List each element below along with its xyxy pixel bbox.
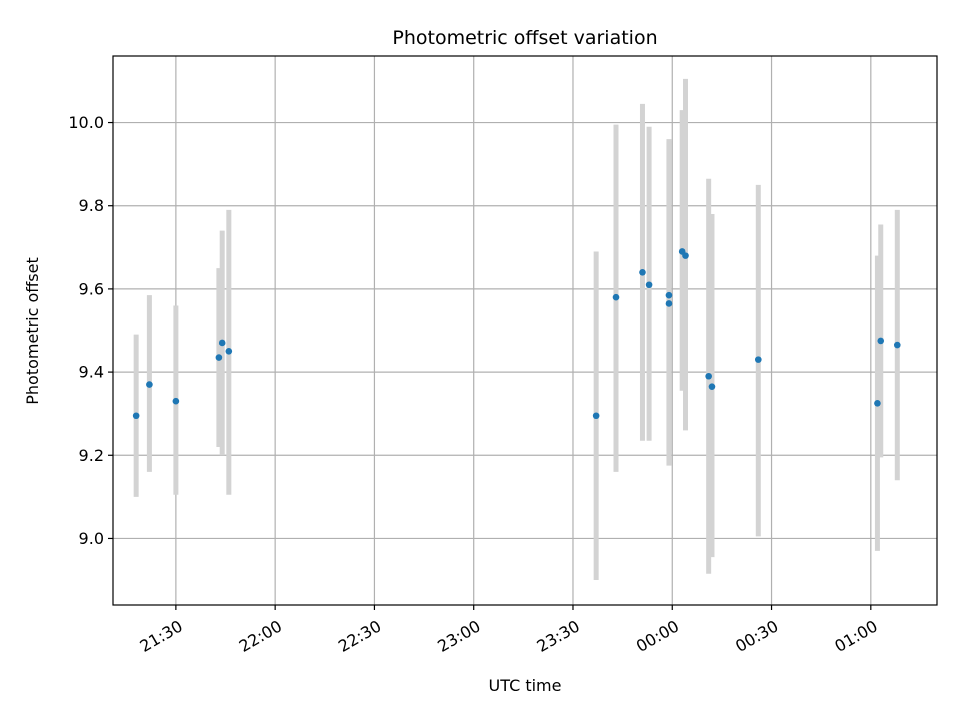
x-tick-label: 01:00 (831, 616, 880, 656)
data-point (874, 399, 881, 407)
data-point (877, 337, 885, 345)
x-tick-label: 00:30 (732, 616, 781, 656)
x-axis-label: UTC time (489, 676, 562, 695)
data-point (705, 372, 712, 380)
error-bars (133, 78, 900, 581)
data-point (592, 412, 600, 420)
x-axis: 21:30 22:00 22:30 23:00 23:30 00:00 00:30 01:00 (136, 605, 881, 656)
data-point (612, 293, 620, 301)
y-tick-label: 9.2 (79, 446, 104, 465)
y-tick-label: 9.4 (79, 363, 104, 382)
data-point (755, 356, 762, 363)
y-tick-label: 9.0 (79, 529, 104, 548)
chart-title: Photometric offset variation (392, 27, 657, 49)
data-point (215, 354, 223, 361)
data-point (146, 381, 153, 388)
data-point (218, 339, 226, 347)
x-tick-label: 22:30 (335, 616, 384, 656)
y-tick-label: 9.8 (79, 196, 104, 215)
x-tick-label: 22:00 (236, 616, 285, 656)
y-axis: 9.0 9.2 9.4 9.6 9.8 10.0 (68, 113, 113, 548)
y-tick-label: 10.0 (68, 113, 104, 132)
data-point (665, 291, 673, 299)
data-point (132, 412, 140, 420)
x-tick-label: 00:00 (633, 616, 682, 656)
y-tick-label: 9.6 (79, 279, 104, 298)
x-tick-label: 23:30 (534, 616, 583, 656)
data-points (132, 248, 901, 420)
grid (113, 56, 937, 605)
data-point (639, 268, 646, 276)
data-point (708, 383, 716, 390)
data-point (172, 397, 180, 405)
plot-area-frame (112, 55, 938, 606)
data-point (665, 300, 673, 307)
data-point (645, 281, 653, 289)
data-point (682, 252, 689, 259)
y-axis-label: Photometric offset (23, 257, 42, 405)
data-point (225, 347, 233, 355)
x-tick-label: 21:30 (136, 616, 185, 656)
data-point (893, 341, 901, 349)
x-tick-label: 23:00 (434, 616, 483, 656)
